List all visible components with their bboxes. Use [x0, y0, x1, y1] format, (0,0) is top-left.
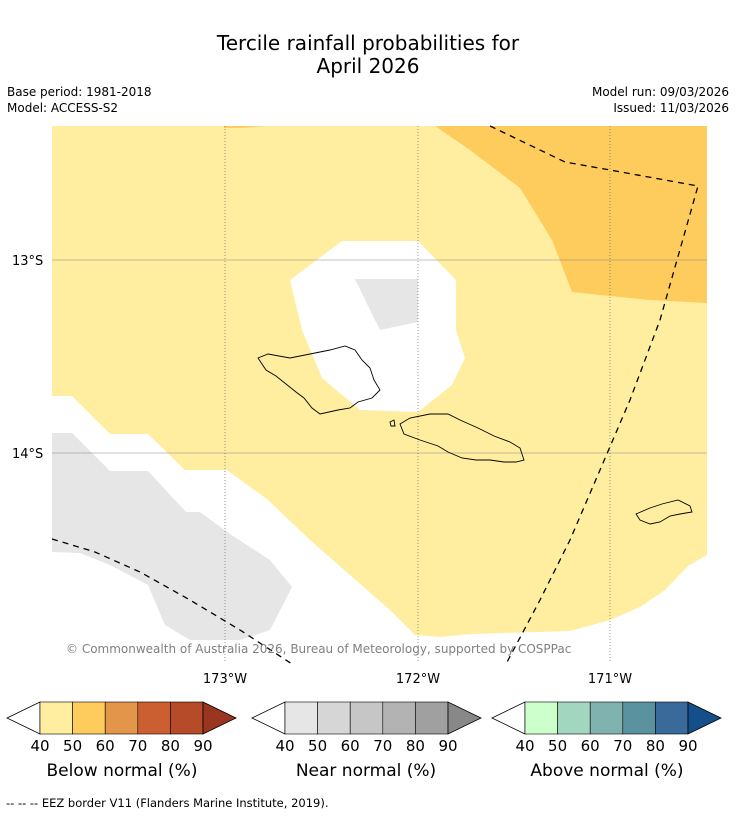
colorbar-above-upper-extension — [687, 701, 722, 735]
colorbar-above-segment-0 — [524, 701, 558, 735]
lon-label-171w: 171°W — [588, 672, 632, 687]
colorbar-near-normal: 40 50 60 70 80 90 — [251, 701, 482, 755]
island-manono — [389, 419, 396, 427]
colorbar-near-lower-extension — [251, 701, 286, 735]
island-savaii — [257, 345, 381, 415]
near-normal-40-50-area-southwest — [52, 433, 292, 640]
colorbar-below-upper-extension — [202, 701, 237, 735]
colorbar-near-label: Near normal (%) — [295, 761, 437, 781]
colorbar-above-tick-60: 60 — [581, 737, 600, 755]
colorbar-above-tick-40: 40 — [515, 737, 534, 755]
island-tutuila — [635, 499, 693, 525]
colorbar-near-tick-90: 90 — [438, 737, 457, 755]
eez-border — [51, 125, 699, 665]
colorbar-below-tick-50: 50 — [63, 737, 82, 755]
colorbar-above-segment-4 — [655, 701, 689, 735]
colorbar-above-tick-80: 80 — [646, 737, 665, 755]
map-title-line1: Tercile rainfall probabilities for — [216, 31, 520, 55]
colorbar-near-tick-40: 40 — [275, 737, 294, 755]
colorbar-near-tick-70: 70 — [373, 737, 392, 755]
colorbar-near-upper-extension — [447, 701, 482, 735]
colorbar-below-segment-3 — [137, 701, 171, 735]
colorbar-near-segment-0 — [284, 701, 318, 735]
issued-date: Issued: 11/03/2026 — [613, 101, 729, 115]
colorbar-above-normal: 40 50 60 70 80 90 — [491, 701, 722, 755]
colorbar-below-tick-70: 70 — [128, 737, 147, 755]
colorbar-near-segment-3 — [382, 701, 416, 735]
colorbar-below-segment-4 — [170, 701, 204, 735]
colorbar-near-segment-4 — [415, 701, 449, 735]
colorbar-above-segment-1 — [557, 701, 591, 735]
colorbar-above-lower-extension — [491, 701, 526, 735]
colorbar-above-tick-70: 70 — [613, 737, 632, 755]
colorbar-below-segment-1 — [72, 701, 106, 735]
island-upolu — [399, 413, 525, 463]
colorbar-below-tick-60: 60 — [96, 737, 115, 755]
colorbar-below-tick-80: 80 — [161, 737, 180, 755]
colorbar-below-lower-extension — [6, 701, 41, 735]
colorbar-above-segment-2 — [589, 701, 624, 735]
colorbar-near-tick-60: 60 — [341, 737, 360, 755]
colorbar-above-tick-50: 50 — [548, 737, 567, 755]
no-signal-area-central — [290, 241, 465, 412]
lat-label-14s: 14°S — [12, 447, 43, 462]
colorbar-near-tick-80: 80 — [406, 737, 425, 755]
colorbar-below-segment-0 — [39, 701, 73, 735]
lat-label-13s: 13°S — [12, 254, 43, 269]
near-normal-40-50-area-central — [355, 279, 418, 330]
colorbar-below-normal: 40 50 60 70 80 90 — [6, 701, 237, 755]
lon-label-173w: 173°W — [203, 672, 247, 687]
below-normal-50-60-strip-top — [224, 126, 265, 128]
colorbar-above-label: Above normal (%) — [530, 761, 684, 781]
colorbar-below-tick-90: 90 — [193, 737, 212, 755]
colorbar-near-segment-1 — [317, 701, 351, 735]
coastlines — [257, 345, 693, 525]
model-name: Model: ACCESS-S2 — [7, 101, 119, 115]
lon-label-172w: 172°W — [396, 672, 440, 687]
colorbar-below-label: Below normal (%) — [46, 761, 198, 781]
gridlines-meridians — [224, 126, 611, 661]
copyright-text: © Commonwealth of Australia 2026, Bureau… — [66, 642, 571, 656]
map-title-line2: April 2026 — [316, 54, 420, 78]
colorbar-above-tick-90: 90 — [678, 737, 697, 755]
colorbar-above-segment-3 — [622, 701, 656, 735]
rainfall-map: 13°S 14°S 173°W 172°W 171°W © Commonweal… — [6, 125, 722, 755]
eez-footnote: -- -- -- EEZ border V11 (Flanders Marine… — [6, 796, 329, 810]
gridlines — [52, 259, 707, 454]
model-run: Model run: 09/03/2026 — [591, 85, 729, 99]
base-period: Base period: 1981-2018 — [7, 85, 152, 99]
below-normal-50-60-area-northeast — [435, 126, 707, 303]
colorbar-near-tick-50: 50 — [308, 737, 327, 755]
colorbar-below-tick-40: 40 — [30, 737, 49, 755]
colorbar-near-segment-2 — [349, 701, 384, 735]
colorbar-below-segment-2 — [104, 701, 139, 735]
